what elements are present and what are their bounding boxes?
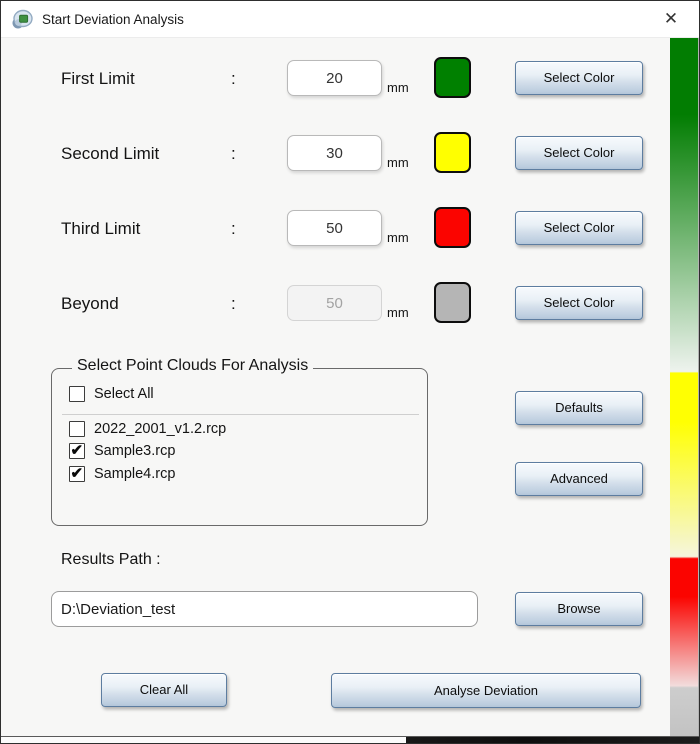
select-all-label: Select All [94, 386, 154, 402]
defaults-button[interactable]: Defaults [515, 391, 643, 425]
third-limit-row: Third Limit : mm Select Color [1, 207, 669, 251]
second-limit-row: Second Limit : mm Select Color [1, 132, 669, 176]
results-path-label: Results Path : [61, 551, 161, 568]
unit-label: mm [387, 80, 409, 95]
first-limit-select-color-button[interactable]: Select Color [515, 61, 643, 95]
point-cloud-label: 2022_2001_v1.2.rcp [94, 421, 227, 437]
third-limit-color-swatch [434, 207, 471, 248]
third-limit-select-color-button[interactable]: Select Color [515, 211, 643, 245]
point-cloud-checkbox[interactable] [69, 441, 85, 459]
point-cloud-item[interactable]: Sample3.rcp [69, 441, 176, 460]
point-cloud-item[interactable]: Sample4.rcp [69, 464, 176, 483]
close-icon[interactable]: ✕ [663, 9, 679, 28]
clear-all-button[interactable]: Clear All [101, 673, 227, 707]
first-limit-row: First Limit : mm Select Color [1, 57, 669, 101]
unit-label: mm [387, 305, 409, 320]
point-clouds-group-title: Select Point Clouds For Analysis [72, 357, 314, 375]
select-all-row[interactable]: Select All [69, 385, 154, 403]
second-limit-input[interactable] [287, 135, 382, 171]
advanced-button[interactable]: Advanced [515, 462, 643, 496]
third-limit-label: Third Limit [61, 219, 141, 238]
point-cloud-label: Sample3.rcp [94, 443, 176, 459]
third-limit-input[interactable] [287, 210, 382, 246]
background-strip-left [1, 737, 406, 743]
select-all-checkbox[interactable] [69, 386, 85, 402]
colon: : [231, 219, 236, 238]
second-limit-select-color-button[interactable]: Select Color [515, 136, 643, 170]
point-cloud-item[interactable]: 2022_2001_v1.2.rcp [69, 420, 226, 438]
deviation-gradient-bar [670, 38, 698, 736]
first-limit-label: First Limit [61, 69, 135, 88]
colon: : [231, 144, 236, 163]
point-clouds-groupbox: Select Point Clouds For Analysis Select … [51, 357, 428, 526]
analyse-deviation-button[interactable]: Analyse Deviation [331, 673, 641, 708]
point-cloud-label: Sample4.rcp [94, 466, 176, 482]
results-path-input[interactable] [51, 591, 478, 627]
window-bottom-border [1, 736, 699, 737]
beyond-limit-input [287, 285, 382, 321]
second-limit-color-swatch [434, 132, 471, 173]
second-limit-label: Second Limit [61, 144, 160, 163]
beyond-limit-select-color-button[interactable]: Select Color [515, 286, 643, 320]
window-title: Start Deviation Analysis [42, 11, 184, 27]
beyond-limit-color-swatch [434, 282, 471, 323]
window-right-edge [698, 38, 699, 736]
colon: : [231, 294, 236, 313]
app-icon [12, 9, 33, 29]
beyond-limit-label: Beyond [61, 294, 119, 313]
colon: : [231, 69, 236, 88]
browse-button[interactable]: Browse [515, 592, 643, 626]
first-limit-input[interactable] [287, 60, 382, 96]
background-strip-right [406, 737, 699, 743]
point-cloud-checkbox[interactable] [69, 421, 85, 437]
point-cloud-checkbox[interactable] [69, 464, 85, 482]
title-bar[interactable]: Start Deviation Analysis ✕ [1, 1, 699, 38]
beyond-limit-row: Beyond : mm Select Color [1, 282, 669, 326]
first-limit-color-swatch [434, 57, 471, 98]
groupbox-separator [62, 414, 419, 415]
unit-label: mm [387, 155, 409, 170]
unit-label: mm [387, 230, 409, 245]
